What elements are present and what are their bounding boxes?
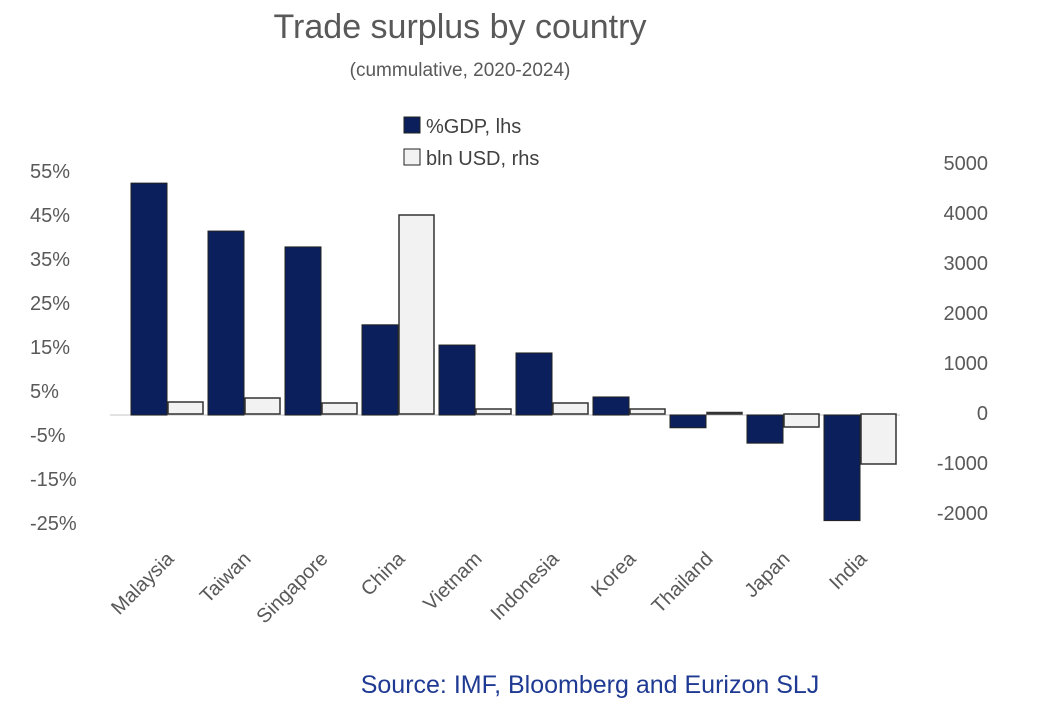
- bar-usd-china: [398, 214, 435, 415]
- category-label: Thailand: [648, 548, 718, 618]
- category-label: Singapore: [252, 548, 332, 628]
- right-tick-label: 4000: [944, 203, 989, 225]
- bar-gdp-thailand: [669, 414, 707, 429]
- left-tick-label: 5%: [30, 381, 59, 403]
- left-tick-label: 45%: [30, 205, 70, 227]
- category-label: Japan: [740, 548, 794, 602]
- right-tick-label: 2000: [944, 303, 989, 325]
- category-label: China: [357, 547, 410, 600]
- bar-usd-korea: [629, 408, 666, 415]
- right-tick-label: 0: [977, 403, 988, 425]
- left-tick-label: -5%: [30, 425, 66, 447]
- left-tick-label: -25%: [30, 513, 77, 535]
- left-tick-label: 15%: [30, 337, 70, 359]
- category-label: Korea: [587, 547, 641, 601]
- bar-gdp-japan: [746, 414, 784, 444]
- bar-usd-taiwan: [244, 397, 281, 415]
- category-label: Taiwan: [196, 548, 256, 608]
- bar-usd-india: [860, 413, 897, 465]
- left-tick-label: 55%: [30, 161, 70, 183]
- bar-usd-japan: [783, 413, 820, 428]
- bar-gdp-malaysia: [130, 182, 168, 416]
- bar-gdp-vietnam: [438, 344, 476, 416]
- bar-gdp-taiwan: [207, 230, 245, 416]
- bar-gdp-korea: [592, 396, 630, 416]
- bar-gdp-india: [823, 414, 861, 522]
- legend-label-gdp: %GDP, lhs: [426, 116, 521, 138]
- bar-gdp-china: [361, 324, 399, 416]
- legend-label-usd: bln USD, rhs: [426, 148, 539, 170]
- bar-gdp-indonesia: [515, 352, 553, 416]
- left-tick-label: 35%: [30, 249, 70, 271]
- bar-gdp-singapore: [284, 246, 322, 416]
- bar-usd-thailand: [706, 411, 743, 415]
- bar-usd-malaysia: [167, 401, 204, 415]
- left-tick-label: -15%: [30, 469, 77, 491]
- right-tick-label: -2000: [937, 503, 988, 525]
- left-tick-label: 25%: [30, 293, 70, 315]
- category-label: Vietnam: [419, 548, 486, 615]
- category-label: Indonesia: [487, 547, 565, 625]
- category-label: Malaysia: [107, 547, 179, 619]
- legend: %GDP, lhs bln USD, rhs: [403, 116, 539, 170]
- bar-usd-vietnam: [475, 408, 512, 415]
- chart-title: Trade surplus by country: [274, 8, 647, 46]
- right-tick-label: 3000: [944, 253, 989, 275]
- chart-subtitle: (cummulative, 2020-2024): [350, 60, 571, 81]
- right-tick-label: 5000: [944, 153, 989, 175]
- bar-usd-singapore: [321, 402, 358, 415]
- right-tick-label: 1000: [944, 353, 989, 375]
- legend-swatch-gdp: [403, 116, 421, 134]
- legend-swatch-usd: [403, 148, 421, 166]
- category-label: India: [825, 547, 872, 594]
- right-tick-label: -1000: [937, 453, 988, 475]
- source-note: Source: IMF, Bloomberg and Eurizon SLJ: [361, 671, 820, 699]
- bar-usd-indonesia: [552, 402, 589, 415]
